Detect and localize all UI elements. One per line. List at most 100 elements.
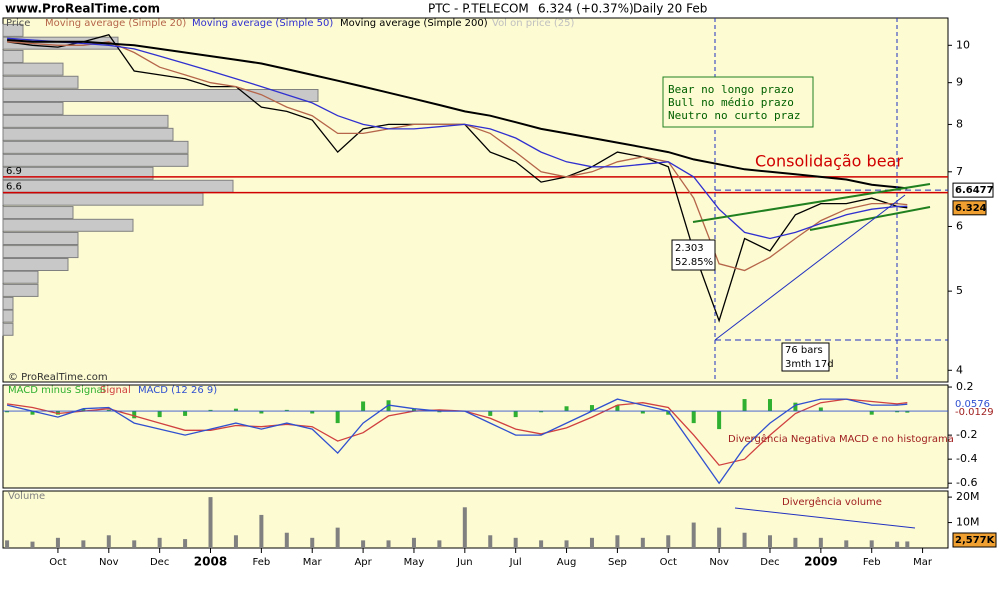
histogram-bar <box>183 411 188 416</box>
volume-bar <box>488 535 493 548</box>
value-tag-label: -0.0129 <box>955 407 994 418</box>
x-tick-label: Mar <box>303 557 323 568</box>
volume-profile-bar <box>2 192 204 206</box>
histogram-bar <box>30 411 35 415</box>
volume-bar <box>81 540 86 548</box>
x-tick-label: Sep <box>608 557 627 568</box>
x-tick-label: Jul <box>509 557 522 568</box>
volume-bar <box>691 522 696 548</box>
volume-profile-bar <box>2 257 69 271</box>
volume-bar <box>284 532 289 548</box>
legend-label: Moving average (Simple 200) <box>340 18 488 29</box>
quote: 6.324 (+0.37%) <box>538 2 634 16</box>
price-tag <box>952 182 994 198</box>
volume-profile-bar <box>2 270 39 284</box>
x-tick-label: Nov <box>99 557 119 568</box>
value-tag-label: 2,577K <box>955 535 996 546</box>
annotation: Consolidação bear <box>755 152 903 171</box>
annotation: Divergência Negativa MACD e no histogram… <box>728 433 954 445</box>
series-line <box>7 37 908 240</box>
volume-bar <box>132 540 137 548</box>
volume-bar <box>335 527 340 548</box>
y-tick-label: 20M <box>956 490 980 503</box>
x-tick-label: Dec <box>150 557 169 568</box>
volume-profile-bar <box>2 49 24 63</box>
histogram-bar <box>818 407 823 412</box>
volume-bar <box>615 535 620 548</box>
volume-bar <box>717 527 722 548</box>
y-tick-label: 10M <box>956 516 980 529</box>
histogram-bar <box>869 411 874 415</box>
channel-line <box>692 183 931 223</box>
volume-profile-bar <box>2 322 14 336</box>
volume-profile-bar <box>2 309 14 323</box>
volume-profile-bar <box>2 153 189 167</box>
y-tick-label: 5 <box>956 284 963 297</box>
volume-bar <box>666 535 671 548</box>
volume-bar <box>310 537 315 548</box>
volume-profile-bar <box>2 245 79 259</box>
y-tick-label: 9 <box>956 76 963 89</box>
histogram-bar <box>767 399 772 412</box>
x-tick-label: Feb <box>253 557 271 568</box>
copyright: © ProRealTime.com <box>8 372 108 383</box>
y-tick-label: 6 <box>956 219 963 232</box>
histogram-bar <box>132 411 137 419</box>
volume-trend-line <box>734 507 916 529</box>
volume-bar <box>437 540 442 548</box>
plot-layer: 4 5 6 7 8 9 10 6.9 6.6 6.6477 Price Vol on price (2… <box>2 18 997 569</box>
volume-bar <box>233 535 238 548</box>
channel-line <box>809 206 931 231</box>
y-tick-label: 4 <box>956 363 963 376</box>
volume-bar <box>589 537 594 548</box>
volume-bar <box>564 540 569 548</box>
x-tick-label: Mar <box>913 557 933 568</box>
volume-profile-bar <box>2 127 174 141</box>
volume-profile-bar <box>2 89 319 103</box>
y-tick-label: 0.2 <box>956 380 974 393</box>
trend-line <box>714 194 906 341</box>
x-tick-label: 2009 <box>804 555 837 569</box>
x-tick-label: Feb <box>863 557 881 568</box>
x-tick-label: Aug <box>557 557 577 568</box>
macd-panel <box>2 384 949 489</box>
x-tick-label: Nov <box>709 557 729 568</box>
volume-bar <box>55 537 60 548</box>
legend-label: Moving average (Simple 20) <box>45 18 186 29</box>
volume-bar <box>640 537 645 548</box>
x-tick-label: Oct <box>49 557 66 568</box>
volume-bar <box>513 537 518 548</box>
volume-bar <box>106 535 111 548</box>
symbol: PTC - P.TELECOM <box>428 2 529 16</box>
histogram-bar <box>539 411 544 413</box>
volume-profile-bar <box>2 206 74 220</box>
histogram-bar <box>666 411 671 415</box>
volume-bar <box>157 537 162 548</box>
site: www.ProRealTime.com <box>5 2 160 16</box>
volume-profile-bar <box>2 231 79 245</box>
period: Daily <box>633 2 663 16</box>
volume-bar <box>539 540 544 548</box>
level-label: 6.9 <box>6 166 22 177</box>
y-tick-label: 8 <box>956 117 963 130</box>
histogram-bar <box>895 411 900 413</box>
volume-bar <box>905 541 910 548</box>
histogram-bar <box>81 408 86 412</box>
histogram-bar <box>5 411 10 413</box>
legend-label: MACD minus Signal <box>8 385 105 396</box>
x-tick-label: Dec <box>760 557 779 568</box>
legend-label: Vol on price (25) <box>492 18 574 29</box>
annotation: Bull no médio prazo <box>668 96 794 109</box>
volume-bar <box>30 541 35 548</box>
histogram-bar <box>335 411 340 424</box>
volume-bar <box>869 540 874 548</box>
x-tick-label: Oct <box>660 557 677 568</box>
volume-profile-bar <box>2 75 79 89</box>
histogram-bar <box>589 405 594 412</box>
y-tick-label: -0.2 <box>956 428 977 441</box>
value-tag-label: 0.0576 <box>955 399 990 410</box>
histogram-bar <box>157 411 162 418</box>
histogram-bar <box>310 411 315 414</box>
volume-profile-bar <box>2 218 134 232</box>
